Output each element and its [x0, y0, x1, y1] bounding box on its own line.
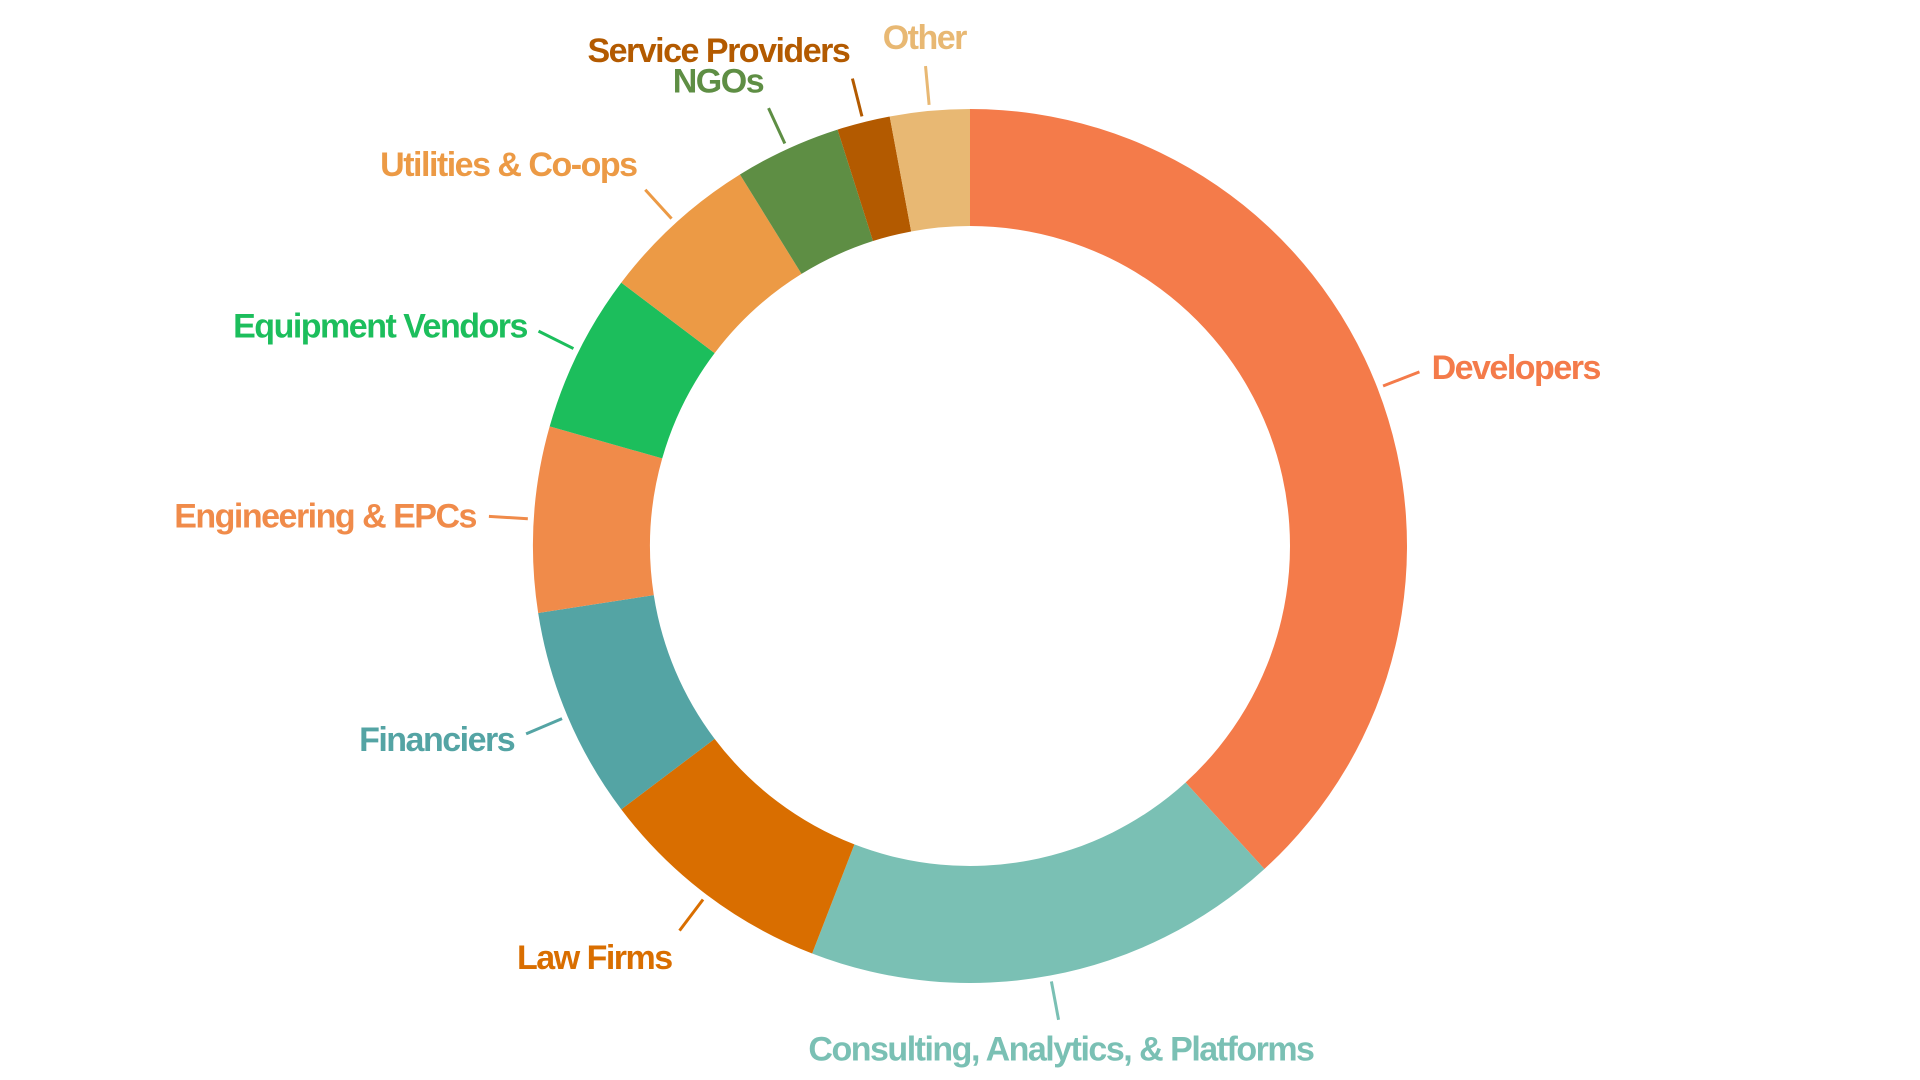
leader-line-law-firms [678, 898, 705, 932]
slice-service-providers [837, 116, 912, 242]
leader-line-equipment-vendors [537, 329, 575, 350]
label-consulting-analytics-platforms: Consulting, Analytics, & Platforms [808, 1031, 1314, 1069]
label-financiers: Financiers [359, 721, 515, 759]
leader-line-engineering-epcs [488, 514, 528, 521]
leader-lines-group [488, 65, 1420, 1021]
leader-line-utilities-co-ops [644, 188, 673, 220]
label-other: Other [883, 19, 967, 57]
slice-consulting-analytics-platforms [812, 782, 1265, 983]
label-developers: Developers [1432, 349, 1601, 387]
slice-developers [970, 109, 1407, 869]
leader-line-consulting-analytics-platforms [1049, 981, 1061, 1021]
leader-line-other [924, 65, 931, 106]
slice-equipment-vendors [549, 282, 715, 459]
slices-group [533, 109, 1407, 983]
leader-line-ngos [767, 107, 787, 145]
slice-utilities-co-ops [621, 174, 802, 354]
label-law-firms: Law Firms [517, 939, 672, 977]
slice-law-firms [621, 738, 855, 954]
slice-ngos [739, 129, 873, 274]
leader-line-service-providers [850, 78, 864, 117]
label-engineering-epcs: Engineering & EPCs [174, 498, 476, 536]
slice-engineering-epcs [533, 426, 663, 614]
label-service-providers: Service Providers [587, 32, 849, 70]
leader-line-developers [1382, 370, 1420, 388]
leader-line-financiers [525, 717, 563, 736]
slice-financiers [538, 595, 715, 810]
labels-group: Developers Consulting, Analytics, & Platf… [174, 19, 1602, 1069]
label-ngos: NGOs [673, 62, 764, 100]
label-equipment-vendors: Equipment Vendors [233, 307, 527, 345]
slice-other [889, 109, 970, 232]
label-utilities-co-ops: Utilities & Co-ops [380, 146, 637, 184]
